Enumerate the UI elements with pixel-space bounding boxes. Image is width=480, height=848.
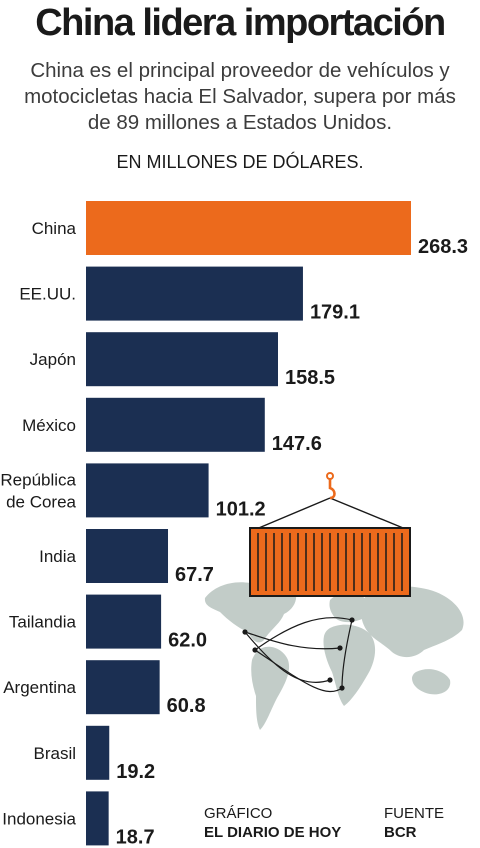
value-label-9: 18.7 xyxy=(116,826,155,848)
value-label-1: 179.1 xyxy=(310,302,360,324)
bar-1 xyxy=(86,266,303,321)
category-label-9: Indonesia xyxy=(2,809,76,828)
value-label-3: 147.6 xyxy=(272,433,322,455)
category-label-1: EE.UU. xyxy=(19,285,76,304)
bar-3 xyxy=(86,397,265,452)
value-label-2: 158.5 xyxy=(285,367,335,389)
value-labels: 268.3 179.1 158.5 147.6 101.2 67.7 62.0 60.8 19.… xyxy=(116,236,468,848)
graphic-value: EL DIARIO DE HOY xyxy=(204,824,342,841)
source-value: BCR xyxy=(384,824,417,841)
value-label-5: 67.7 xyxy=(175,564,214,586)
value-label-7: 60.8 xyxy=(167,695,206,717)
bar-9 xyxy=(86,791,109,846)
value-label-4: 101.2 xyxy=(216,498,266,520)
value-label-8: 19.2 xyxy=(116,761,155,783)
category-label-8: Brasil xyxy=(33,744,76,763)
value-label-0: 268.3 xyxy=(418,236,468,258)
bar-4 xyxy=(86,463,209,518)
graphic-credit: GRÁFICO EL DIARIO DE HOY xyxy=(204,804,341,842)
category-label-4: de Corea xyxy=(6,492,76,511)
category-label-0: China xyxy=(32,219,77,238)
category-label-5: India xyxy=(39,547,76,566)
chart-title: China lidera importación xyxy=(35,2,446,44)
chart-subtitle: China es el principal proveedor de vehíc… xyxy=(24,59,456,134)
shipping-container-icon xyxy=(249,527,411,597)
route-nodes xyxy=(242,617,355,691)
bar-7 xyxy=(86,660,160,715)
bar-2 xyxy=(86,332,278,387)
category-label-6: Tailandia xyxy=(9,613,77,632)
bar-6 xyxy=(86,594,162,649)
units-label: EN MILLONES DE DÓLARES. xyxy=(116,152,364,172)
trade-routes-icon xyxy=(244,617,353,693)
bar-0 xyxy=(86,201,411,255)
category-label-4: República xyxy=(0,470,76,489)
graphic-label: GRÁFICO xyxy=(204,805,273,822)
category-labels: China EE.UU. Japón México República de Corea I… xyxy=(0,219,76,828)
value-label-6: 62.0 xyxy=(168,630,207,652)
crane-hook-icon xyxy=(253,472,409,531)
category-label-2: Japón xyxy=(30,350,76,369)
world-map-icon xyxy=(204,575,464,730)
source-credit: FUENTE BCR xyxy=(384,804,444,842)
bars xyxy=(86,201,411,846)
category-label-3: México xyxy=(22,416,76,435)
bar-8 xyxy=(86,725,110,780)
source-label: FUENTE xyxy=(384,805,444,822)
category-label-7: Argentina xyxy=(3,678,76,697)
bar-5 xyxy=(86,529,169,583)
